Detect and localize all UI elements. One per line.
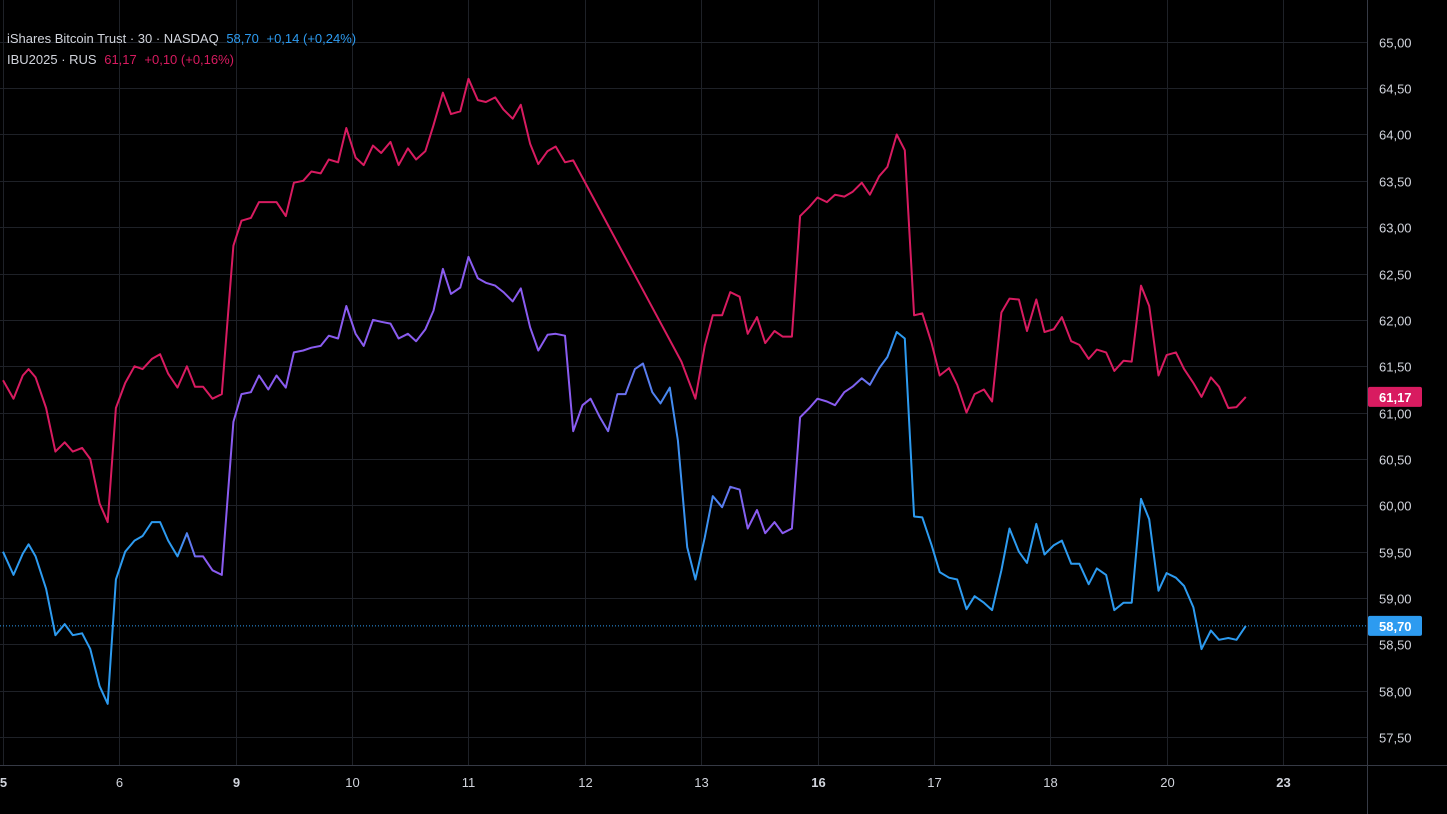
time-tick-label: 16	[811, 775, 825, 790]
price-tick-label: 63,50	[1379, 175, 1412, 190]
plot-area	[2, 77, 1247, 705]
time-tick-label: 13	[694, 775, 708, 790]
legend-last-price: 58,70	[226, 31, 259, 46]
last-price-badge-label: 58,70	[1379, 619, 1412, 634]
price-tick-label: 58,00	[1379, 685, 1412, 700]
last-price-badge	[1368, 615, 1422, 636]
legend-row-ibit[interactable]: iShares Bitcoin Trust · 30 · NASDAQ 58,7…	[7, 28, 360, 49]
price-tick-label: 62,00	[1379, 314, 1412, 329]
price-tick-label: 57,50	[1379, 731, 1412, 746]
grid	[0, 0, 1367, 765]
legend-change: +0,14 (+0,24%)	[266, 31, 357, 46]
legend-symbol: IBU2025 · RUS	[7, 52, 97, 67]
time-tick-label: 12	[578, 775, 592, 790]
price-axis[interactable]: 57,50 58,00 58,50 59,00 59,50 60,00 60,50 61,00…	[1379, 36, 1412, 746]
time-tick-label: 17	[927, 775, 941, 790]
time-tick-label: 9	[233, 775, 240, 790]
price-tick-label: 58,50	[1379, 638, 1412, 653]
time-tick-label: 5	[0, 775, 7, 790]
price-tick-label: 65,00	[1379, 36, 1412, 51]
time-tick-label: 10	[345, 775, 359, 790]
series-line	[2, 255, 1247, 705]
time-tick-label: 11	[462, 775, 476, 790]
price-tick-label: 60,00	[1379, 499, 1412, 514]
price-tick-label: 60,50	[1379, 453, 1412, 468]
time-axis[interactable]: 5 6 9 10 11 12 13 16 17 18 20 23	[0, 775, 1291, 790]
price-tick-label: 64,00	[1379, 128, 1412, 143]
price-tick-label: 64,50	[1379, 82, 1412, 97]
price-tick-label: 59,50	[1379, 546, 1412, 561]
price-tick-label: 59,00	[1379, 592, 1412, 607]
last-price-badge-label: 61,17	[1379, 390, 1412, 405]
price-tick-label: 61,50	[1379, 360, 1412, 375]
last-price-badge	[1368, 386, 1422, 407]
series-line	[2, 77, 1247, 524]
time-tick-label: 23	[1276, 775, 1290, 790]
price-tick-label: 63,00	[1379, 221, 1412, 236]
time-tick-label: 6	[116, 775, 123, 790]
price-tick-label: 61,00	[1379, 407, 1412, 422]
time-tick-label: 20	[1160, 775, 1174, 790]
legend-symbol: iShares Bitcoin Trust · 30 · NASDAQ	[7, 31, 219, 46]
price-badges: 58,70 61,17	[0, 386, 1422, 636]
time-tick-label: 18	[1043, 775, 1057, 790]
legend-last-price: 61,17	[104, 52, 137, 67]
legend-change: +0,10 (+0,16%)	[144, 52, 235, 67]
legend-row-ibu2025[interactable]: IBU2025 · RUS 61,17 +0,10 (+0,16%)	[7, 49, 360, 70]
price-tick-label: 62,50	[1379, 268, 1412, 283]
chart-legend: iShares Bitcoin Trust · 30 · NASDAQ 58,7…	[7, 28, 360, 70]
